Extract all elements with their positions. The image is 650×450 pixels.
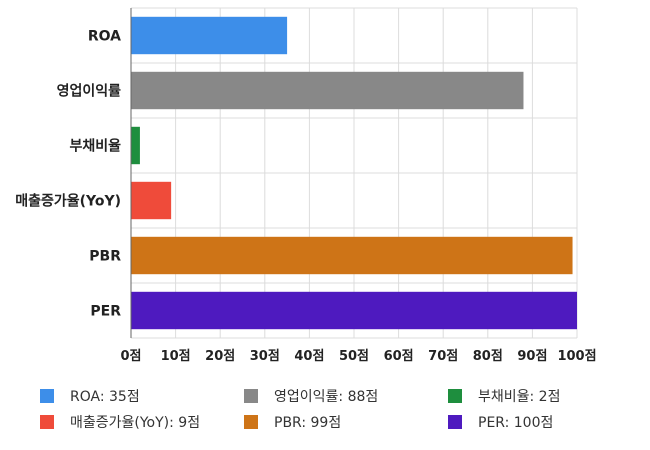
legend-item[interactable]: PBR: 99점 bbox=[244, 412, 341, 432]
bar-2[interactable] bbox=[131, 126, 140, 165]
legend-label: 매출증가율(YoY): 9점 bbox=[70, 415, 201, 431]
legend-label: PBR: 99점 bbox=[274, 415, 342, 431]
legend-item[interactable]: 부채비율: 2점 bbox=[448, 386, 560, 406]
legend-item[interactable]: ROA: 35점 bbox=[40, 386, 140, 406]
legend-swatch bbox=[448, 389, 462, 403]
legend-swatch bbox=[448, 415, 462, 429]
y-category-label: 매출증가율(YoY) bbox=[15, 193, 121, 210]
y-category-label: 영업이익률 bbox=[57, 83, 122, 100]
bar-1[interactable] bbox=[131, 71, 524, 110]
legend-swatch bbox=[244, 389, 258, 403]
legend-label: ROA: 35점 bbox=[70, 389, 140, 405]
legend-swatch bbox=[40, 415, 54, 429]
bar-0[interactable] bbox=[131, 16, 288, 55]
legend-label: PER: 100점 bbox=[478, 415, 554, 431]
legend-swatch bbox=[244, 415, 258, 429]
bar-5[interactable] bbox=[131, 291, 577, 330]
y-category-label: PBR bbox=[89, 249, 121, 265]
x-tick-label: 70점 bbox=[428, 349, 458, 364]
x-tick-label: 40점 bbox=[294, 349, 324, 364]
bar-3[interactable] bbox=[131, 181, 172, 220]
bar-4[interactable] bbox=[131, 236, 573, 275]
x-tick-label: 90점 bbox=[517, 349, 547, 364]
x-tick-label: 50점 bbox=[339, 349, 369, 364]
x-tick-label: 60점 bbox=[384, 349, 414, 364]
legend-item[interactable]: 매출증가율(YoY): 9점 bbox=[40, 412, 200, 432]
legend-swatch bbox=[40, 389, 54, 403]
x-tick-label: 0점 bbox=[120, 349, 141, 364]
legend-label: 영업이익률: 88점 bbox=[274, 389, 379, 405]
x-tick-label: 10점 bbox=[161, 349, 191, 364]
bar-chart: 0점 10점 20점 30점 40점 50점 60점 70점 80점 90점 100점 ROA 영업이익… bbox=[15, 7, 597, 364]
y-category-label: ROA bbox=[88, 29, 121, 45]
x-tick-label: 20점 bbox=[205, 349, 235, 364]
x-tick-label: 100점 bbox=[557, 349, 596, 364]
legend-item[interactable]: 영업이익률: 88점 bbox=[244, 386, 378, 406]
y-category-label: 부채비율 bbox=[69, 138, 121, 155]
x-tick-label: 80점 bbox=[473, 349, 503, 364]
legend-label: 부채비율: 2점 bbox=[478, 389, 561, 405]
legend-item[interactable]: PER: 100점 bbox=[448, 412, 553, 432]
y-category-label: PER bbox=[90, 304, 121, 320]
x-tick-label: 30점 bbox=[250, 349, 280, 364]
